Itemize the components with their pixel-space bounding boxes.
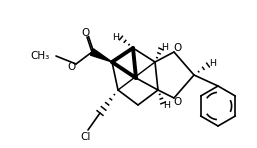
- Text: H: H: [113, 33, 120, 41]
- Text: Cl: Cl: [81, 132, 91, 142]
- Text: O: O: [81, 28, 89, 38]
- Polygon shape: [90, 49, 112, 62]
- Text: CH₃: CH₃: [31, 51, 50, 61]
- Text: H: H: [209, 58, 216, 67]
- Text: O: O: [174, 97, 182, 107]
- Text: H: H: [163, 100, 170, 110]
- Text: O: O: [174, 43, 182, 53]
- Text: O: O: [68, 62, 76, 72]
- Text: H: H: [161, 42, 169, 52]
